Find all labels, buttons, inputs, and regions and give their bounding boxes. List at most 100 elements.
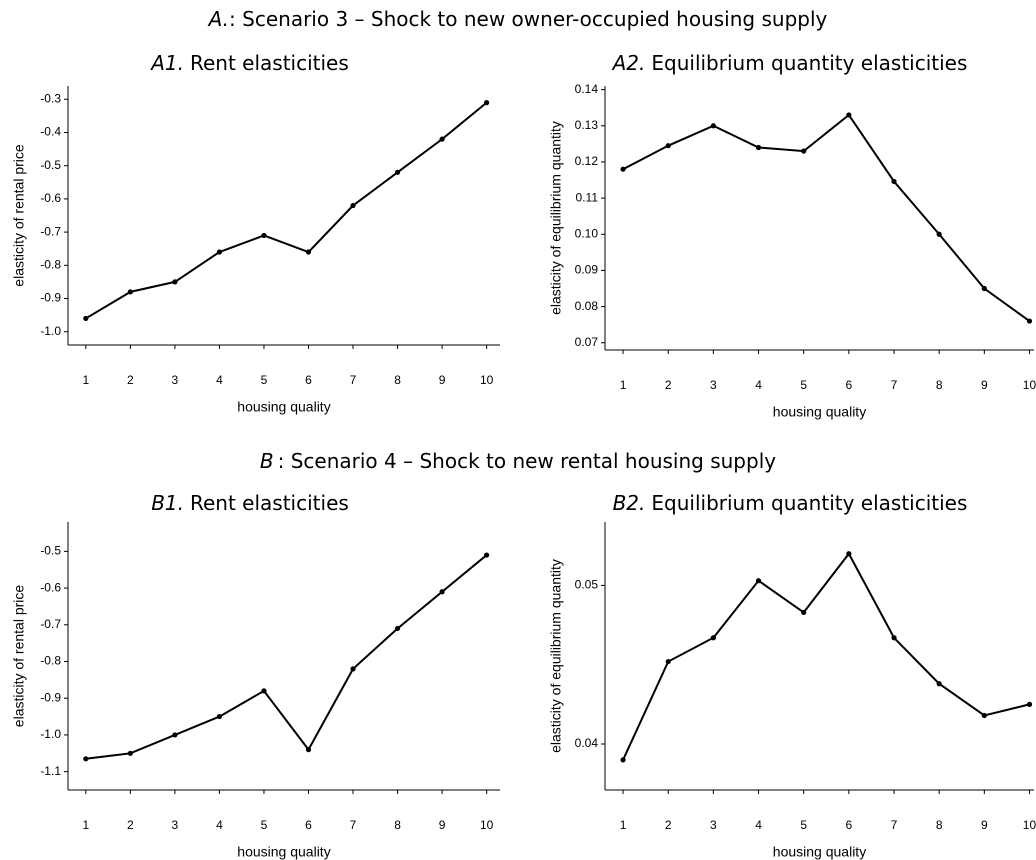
y-tick-label: -0.6 [40,580,61,594]
data-point [801,148,807,154]
data-point [936,681,942,687]
data-point [620,166,626,172]
y-tick-label: 0.05 [575,578,599,592]
data-point [710,123,716,129]
x-tick-label: 8 [936,378,943,392]
y-tick-label: -0.3 [40,91,61,105]
x-axis-title: housing quality [237,399,330,415]
section-label: B [260,449,274,473]
data-point [710,635,716,641]
data-point [216,249,223,255]
panel-label: A1. [149,51,184,75]
panel-title: B2. Equilibrium quantity elasticities [613,491,968,515]
y-axis-title: elasticity of equilibrium quantity [548,559,564,753]
x-tick-label: 6 [846,378,853,392]
section-text: : Scenario 4 – Shock to new rental housi… [278,449,777,473]
y-tick-label: 0.07 [575,335,599,349]
data-point [305,249,312,255]
data-point [261,232,267,239]
data-point [394,625,401,632]
y-tick-label: 0.12 [575,154,599,168]
x-tick-label: 3 [710,818,717,832]
y-tick-label: -0.6 [40,191,61,205]
x-tick-label: 4 [216,373,223,387]
panel-title-text: Equilibrium quantity elasticities [651,51,967,75]
x-tick-label: 10 [480,818,494,832]
y-tick-label: 0.09 [575,263,599,277]
data-point [665,658,671,665]
data-point [439,136,445,142]
data-point [172,732,178,738]
data-point [665,143,671,149]
x-tick-label: 1 [620,818,627,832]
panel-title-text: Rent elasticities [190,491,349,515]
x-tick-label: 3 [172,373,179,387]
data-point [936,231,942,237]
panel-label: B1. [151,491,184,515]
data-point [439,589,445,595]
x-tick-label: 9 [981,818,988,832]
data-point [216,713,223,720]
data-point [484,552,490,558]
y-tick-label: -0.9 [40,690,61,704]
data-point [620,757,626,763]
x-tick-label: 7 [350,818,357,832]
x-tick-label: 8 [936,818,943,832]
x-tick-label: 5 [261,818,268,832]
y-tick-label: -0.5 [40,544,61,558]
data-point [350,202,356,209]
data-point [484,100,490,106]
x-tick-label: 7 [891,378,898,392]
x-tick-label: 3 [710,378,717,392]
y-tick-label: -0.9 [40,291,61,305]
data-point [127,289,133,295]
y-tick-label: 0.08 [575,299,599,313]
y-axis-title: elasticity of equilibrium quantity [548,121,564,315]
data-point [891,178,897,185]
y-tick-label: -0.7 [40,617,61,631]
x-tick-label: 2 [665,378,672,392]
x-tick-label: 6 [305,818,312,832]
y-tick-label: -1.0 [40,324,61,338]
x-tick-label: 10 [1023,818,1036,832]
panel-title: A1. Rent elasticities [149,51,349,75]
x-tick-label: 5 [800,378,807,392]
x-tick-label: 9 [439,373,446,387]
y-tick-label: -0.8 [40,654,61,668]
x-tick-label: 5 [800,818,807,832]
x-tick-label: 7 [350,373,357,387]
y-axis-title: elasticity of rental price [11,585,27,728]
x-tick-label: 1 [620,378,627,392]
x-tick-label: 6 [846,818,853,832]
panel-title-text: Rent elasticities [190,51,349,75]
data-point [83,756,89,762]
data-line [85,554,488,760]
x-tick-label: 3 [172,818,179,832]
x-tick-label: 1 [82,818,89,832]
y-tick-label: -1.0 [40,727,61,741]
y-tick-label: 0.11 [576,190,599,204]
x-tick-label: 1 [82,373,89,387]
y-tick-label: -0.7 [40,224,61,238]
y-tick-label: -0.5 [40,158,61,172]
x-axis-title: housing quality [773,404,866,420]
x-tick-label: 4 [216,818,223,832]
data-point [801,609,807,615]
data-point [172,279,178,285]
section-text: : Scenario 3 – Shock to new owner-occupi… [229,7,827,31]
panel-label: B2. [613,491,646,515]
y-tick-label: 0.10 [575,226,599,240]
x-tick-label: 5 [261,373,268,387]
panel-label: A2. [611,51,646,75]
x-tick-label: 6 [305,373,312,387]
x-tick-label: 10 [1023,378,1036,392]
x-tick-label: 4 [755,818,762,832]
data-point [755,144,762,151]
x-tick-label: 4 [755,378,762,392]
panel-title-text: Equilibrium quantity elasticities [651,491,967,515]
data-line [622,551,1030,761]
panel-title: A2. Equilibrium quantity elasticities [611,51,968,75]
x-tick-label: 2 [127,818,134,832]
y-tick-label: -0.8 [40,257,61,271]
